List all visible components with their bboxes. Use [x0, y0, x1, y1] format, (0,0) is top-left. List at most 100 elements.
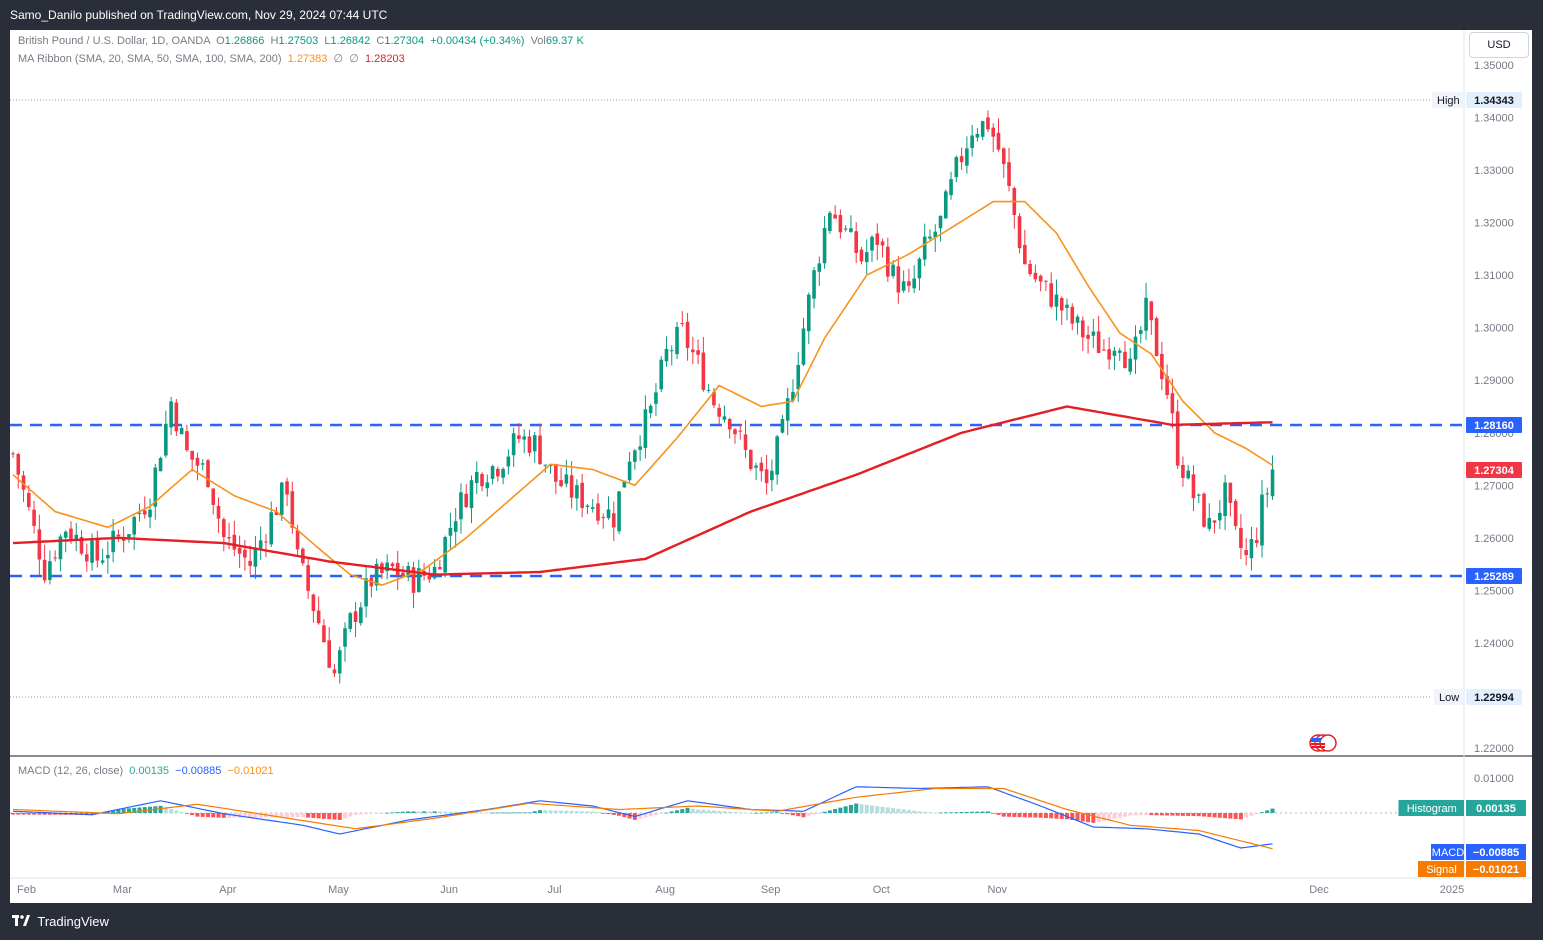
macd-histogram-bar	[595, 812, 600, 814]
high-label: H	[270, 35, 279, 47]
candle-body	[875, 233, 880, 245]
macd-histogram-bar	[1070, 813, 1075, 821]
macd-histogram-bar	[653, 813, 658, 816]
x-tick-label: Sep	[761, 884, 781, 896]
last-price-label: 1.27304	[1474, 465, 1515, 477]
macd-histogram-bar	[917, 811, 922, 813]
candle-body	[785, 398, 790, 421]
candle-body	[100, 560, 105, 563]
candle-body	[322, 625, 326, 643]
candle-body	[137, 512, 142, 515]
macd-histogram-bar	[1117, 813, 1122, 818]
macd-label: MACD (12, 26, close)	[18, 765, 124, 777]
candle-body	[364, 578, 368, 607]
candle-body	[1065, 304, 1069, 308]
macd-histogram-bar	[590, 811, 595, 813]
y-tick-label: 1.22000	[1474, 743, 1514, 755]
macd-histogram-bar	[205, 813, 210, 818]
signal-marker-label: Signal	[1426, 864, 1457, 876]
candle-body	[1239, 527, 1243, 549]
x-tick-label: Feb	[17, 884, 36, 896]
candle-body	[796, 364, 801, 390]
macd-histogram-bar	[1191, 813, 1196, 817]
candle-body	[764, 469, 769, 484]
macd-histogram-bar	[743, 812, 748, 814]
candle-body	[1044, 280, 1048, 282]
sma200-line	[12, 405, 1273, 576]
candle-body	[859, 249, 864, 262]
macd-histogram-bar	[754, 812, 759, 814]
macd-histogram-bar	[485, 812, 490, 814]
candle-body	[1138, 330, 1143, 334]
change-value: +0.00434 (+0.34%)	[430, 35, 525, 47]
candle-body	[659, 359, 664, 390]
macd-histogram-bar	[1149, 813, 1154, 816]
currency-button[interactable]: USD	[1469, 32, 1529, 58]
candle-body	[474, 472, 479, 484]
symbol-name: British Pound / U.S. Dollar, 1D, OANDA	[18, 35, 210, 47]
macd-histogram-bar	[980, 811, 985, 813]
macd-histogram-bar	[690, 808, 695, 813]
macd-histogram-bar	[1196, 813, 1201, 817]
y-tick-label: 1.31000	[1474, 270, 1514, 282]
histogram-value: 0.00135	[1476, 803, 1516, 815]
macd-histogram-bar	[248, 813, 253, 818]
candle-body	[116, 534, 121, 537]
candle-body	[922, 236, 927, 260]
macd-histogram-bar	[1249, 813, 1254, 816]
ma20-value: 1.27383	[287, 53, 328, 65]
candle-body	[538, 435, 542, 464]
candle-body	[21, 475, 26, 490]
macd-histogram-bar	[379, 813, 384, 814]
macd-histogram-bar	[833, 809, 838, 813]
macd-histogram-bar	[358, 813, 363, 815]
macd-histogram-bar	[1270, 808, 1275, 813]
low-value: 1.26842	[330, 35, 371, 47]
macd-histogram-bar	[1259, 812, 1264, 813]
candle-body	[996, 132, 1001, 150]
macd-histogram-bar	[748, 813, 753, 814]
macd-histogram-bar	[42, 813, 47, 815]
candle-body	[485, 482, 490, 489]
candle-body	[812, 270, 816, 299]
high-label-box	[1432, 92, 1464, 108]
macd-histogram-bar	[959, 812, 964, 813]
macd-histogram-bar	[611, 813, 616, 815]
candle-body	[153, 467, 158, 507]
macd-histogram-bar	[601, 813, 606, 814]
macd-histogram-bar	[1244, 813, 1249, 818]
candle-body	[627, 461, 632, 481]
publisher-bar: Samo_Danilo published on TradingView.com…	[0, 0, 1543, 30]
candle-body	[733, 429, 737, 435]
macd-histogram-bar	[1233, 813, 1238, 819]
sma20-line	[12, 200, 1273, 586]
candle-body	[1107, 349, 1111, 360]
y-tick-label: 1.30000	[1474, 323, 1514, 335]
macd-histogram-bar	[891, 808, 896, 813]
macd-signal-value: −0.01021	[227, 765, 274, 777]
macd-histogram-bar	[817, 813, 822, 814]
candle-body	[1218, 512, 1222, 521]
macd-histogram-bar	[495, 812, 500, 814]
macd-hist-value: 0.00135	[129, 765, 170, 777]
low-label-box	[1434, 689, 1464, 705]
candle-body	[1154, 318, 1159, 357]
macd-histogram-bar	[453, 811, 458, 813]
candle-body	[817, 263, 822, 272]
macd-histogram-bar	[848, 804, 853, 813]
candle-body	[295, 530, 300, 550]
candle-body	[780, 418, 785, 433]
histogram-label: Histogram	[1407, 803, 1457, 815]
tradingview-logo-icon	[12, 906, 30, 940]
x-tick-label: Dec	[1309, 884, 1329, 896]
x-tick-label: Mar	[113, 884, 132, 896]
macd-histogram-bar	[532, 811, 537, 813]
macd-histogram-bar	[195, 813, 200, 817]
y-tick-label: 1.33000	[1474, 165, 1514, 177]
candle-body	[111, 530, 115, 553]
macd-histogram-bar	[954, 812, 959, 813]
candle-body	[938, 215, 943, 229]
candle-body	[907, 281, 911, 286]
candle-body	[359, 607, 363, 624]
